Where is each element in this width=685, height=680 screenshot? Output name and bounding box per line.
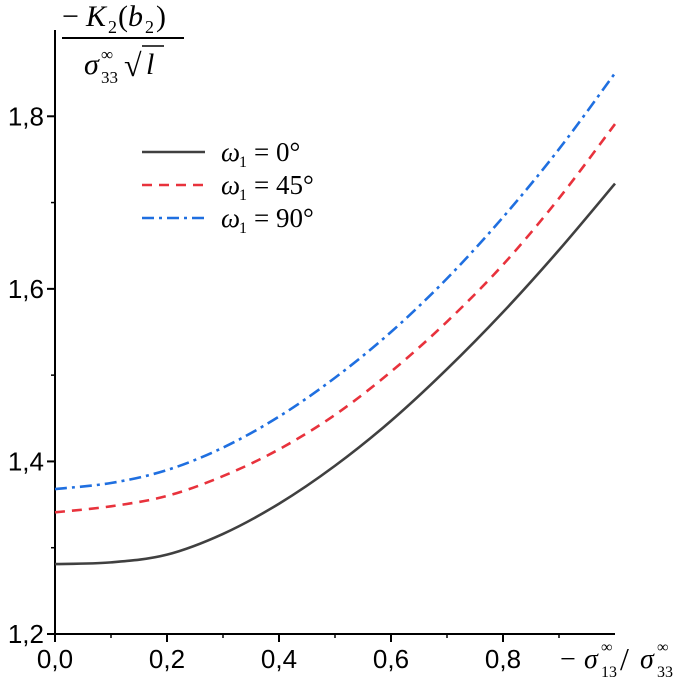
svg-text:∞: ∞ bbox=[657, 639, 668, 656]
y-tick-label: 1,4 bbox=[8, 446, 44, 476]
x-tick-label: 0,2 bbox=[149, 644, 185, 674]
svg-text:): ) bbox=[156, 0, 166, 33]
svg-text:= 90°: = 90° bbox=[254, 203, 314, 233]
x-tick-label: 0,6 bbox=[373, 644, 409, 674]
series-group bbox=[54, 72, 617, 566]
y-tick-label: 1,8 bbox=[8, 101, 44, 131]
svg-text:−: − bbox=[560, 644, 576, 675]
svg-text:1: 1 bbox=[239, 187, 247, 204]
svg-text:ω: ω bbox=[221, 170, 240, 200]
x-tick-label: 0,8 bbox=[485, 644, 521, 674]
x-tick-label: 0,0 bbox=[37, 644, 73, 674]
y-axis-label: − K 2 ( b 2 ) σ 33 ∞ √ l bbox=[62, 0, 184, 87]
svg-text:σ: σ bbox=[640, 644, 655, 675]
series-line-0 bbox=[54, 182, 616, 566]
svg-text:ω: ω bbox=[221, 203, 240, 233]
svg-text:33: 33 bbox=[101, 68, 118, 87]
svg-text:1: 1 bbox=[239, 220, 247, 237]
svg-text:√: √ bbox=[124, 47, 142, 83]
svg-text:2: 2 bbox=[145, 17, 154, 37]
svg-text:1: 1 bbox=[239, 154, 247, 171]
y-tick-label: 1,6 bbox=[8, 274, 44, 304]
series-line-1 bbox=[54, 123, 617, 514]
svg-text:σ: σ bbox=[584, 644, 599, 675]
legend-label-2: ω1 = 90° bbox=[221, 203, 314, 237]
svg-text:ω: ω bbox=[221, 137, 240, 167]
y-tick-label: 1,2 bbox=[8, 619, 44, 649]
svg-text:/: / bbox=[620, 641, 629, 677]
svg-text:−: − bbox=[62, 0, 79, 33]
svg-text:K: K bbox=[85, 0, 108, 33]
legend: ω1 = 0°ω1 = 45°ω1 = 90° bbox=[142, 137, 314, 237]
series-line-2 bbox=[54, 72, 617, 491]
svg-text:13: 13 bbox=[601, 664, 617, 680]
svg-text:= 0°: = 0° bbox=[254, 137, 300, 167]
svg-text:∞: ∞ bbox=[101, 45, 113, 64]
svg-text:(: ( bbox=[118, 0, 128, 33]
svg-text:σ: σ bbox=[84, 48, 100, 81]
svg-text:= 45°: = 45° bbox=[254, 170, 314, 200]
svg-text:∞: ∞ bbox=[601, 639, 612, 656]
x-axis-label: − σ 13 ∞ / σ 33 ∞ bbox=[560, 639, 673, 680]
svg-text:33: 33 bbox=[657, 664, 673, 680]
tick-group: 0,0 0,2 0,4 0,6 0,8 1,2 1,4 1,6 1,8 bbox=[8, 101, 560, 674]
svg-text:b: b bbox=[128, 0, 143, 33]
svg-text:l: l bbox=[146, 48, 154, 81]
svg-text:2: 2 bbox=[108, 17, 117, 37]
legend-label-0: ω1 = 0° bbox=[221, 137, 300, 171]
x-tick-label: 0,4 bbox=[261, 644, 297, 674]
legend-label-1: ω1 = 45° bbox=[221, 170, 314, 204]
